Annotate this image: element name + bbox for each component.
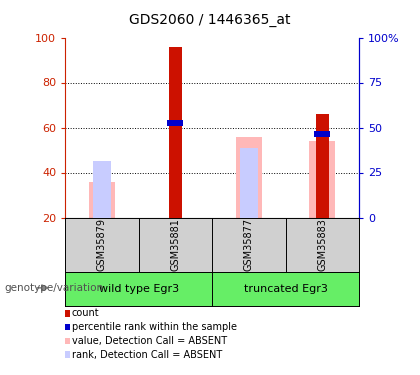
Bar — [167, 120, 184, 126]
Bar — [310, 141, 335, 218]
Bar — [169, 46, 182, 217]
Text: GDS2060 / 1446365_at: GDS2060 / 1446365_at — [129, 13, 291, 27]
Bar — [89, 182, 115, 218]
Bar — [236, 136, 262, 218]
Bar — [314, 132, 331, 137]
Text: genotype/variation: genotype/variation — [4, 283, 103, 293]
Text: rank, Detection Call = ABSENT: rank, Detection Call = ABSENT — [72, 350, 222, 360]
Text: GSM35879: GSM35879 — [97, 218, 107, 271]
Bar — [93, 161, 111, 218]
Text: truncated Egr3: truncated Egr3 — [244, 284, 328, 294]
Text: value, Detection Call = ABSENT: value, Detection Call = ABSENT — [72, 336, 227, 346]
Text: GSM35877: GSM35877 — [244, 218, 254, 271]
Bar — [316, 114, 329, 218]
Text: GSM35881: GSM35881 — [171, 218, 180, 271]
Text: count: count — [72, 308, 100, 318]
Text: percentile rank within the sample: percentile rank within the sample — [72, 322, 237, 332]
Text: wild type Egr3: wild type Egr3 — [99, 284, 178, 294]
Text: GSM35883: GSM35883 — [318, 218, 327, 271]
Bar — [240, 148, 258, 217]
